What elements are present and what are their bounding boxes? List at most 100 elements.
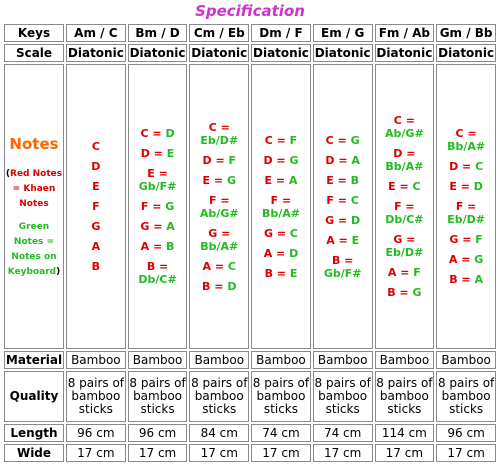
note-line: C = Ab/G# — [376, 114, 434, 140]
khaen-note: A = — [387, 266, 414, 280]
keyboard-note: G — [474, 253, 484, 267]
keyboard-note: A — [474, 273, 483, 287]
quality-cell: 8 pairs of bamboo sticks — [436, 371, 496, 422]
notes-label-cell: Notes (Red Notes = Khaen Notes Green Not… — [4, 64, 64, 349]
khaen-note: F = — [140, 200, 166, 214]
notes-row: Notes (Red Notes = Khaen Notes Green Not… — [4, 64, 496, 349]
note-line: A = B — [129, 240, 187, 253]
note-line: F — [67, 200, 125, 213]
length-cell: 96 cm — [436, 423, 496, 442]
khaen-note: D = — [325, 153, 352, 167]
key-cell: Bm / D — [127, 24, 188, 43]
khaen-note: E = — [202, 173, 227, 187]
quality-cell: 8 pairs of bamboo sticks — [127, 371, 188, 422]
notes-cell: C = Ab/G# D = Bb/A# E = C F = Db/C# G = Eb/D… — [374, 64, 435, 349]
keyboard-note: D — [473, 180, 483, 194]
notes-legend: (Red Notes = Khaen Notes Green Notes = N… — [5, 165, 63, 278]
keyboard-note: Eb/D# — [385, 246, 424, 260]
keyboard-note: D — [165, 127, 175, 141]
quality-cell: 8 pairs of bamboo sticks — [374, 371, 435, 422]
keyboard-note: Ab/G# — [199, 206, 239, 220]
quality-cell: 8 pairs of bamboo sticks — [251, 371, 311, 422]
key-cell: Gm / Bb — [436, 24, 496, 43]
khaen-note: C = — [140, 127, 166, 141]
khaen-note: C = — [455, 127, 477, 141]
keyboard-note: Bb/A# — [447, 140, 486, 154]
khaen-note: A — [91, 240, 101, 254]
khaen-note: G = — [263, 226, 290, 240]
khaen-note: G = — [325, 213, 352, 227]
khaen-note: D = — [393, 147, 416, 161]
note-line: A = G — [437, 253, 495, 266]
khaen-note: A = — [448, 253, 475, 267]
material-cell: Bamboo — [127, 350, 188, 370]
length-cell: 74 cm — [251, 423, 311, 442]
keyboard-note: F — [475, 233, 483, 247]
khaen-note: E = — [449, 180, 474, 194]
khaen-note: F — [92, 200, 100, 214]
quality-cell: 8 pairs of bamboo sticks — [312, 371, 373, 422]
note-line: G = Eb/D# — [376, 233, 434, 259]
khaen-note: B = — [331, 253, 354, 267]
khaen-note: E — [92, 180, 100, 194]
note-line: D = F — [190, 154, 248, 167]
keyboard-note: B — [166, 240, 175, 254]
keyboard-note: G — [350, 133, 360, 147]
length-row: Length 96 cm 96 cm 84 cm 74 cm 74 cm 114… — [4, 423, 496, 442]
scale-cell: Diatonic — [66, 44, 126, 63]
length-cell: 74 cm — [312, 423, 373, 442]
khaen-note: A = — [263, 246, 290, 260]
wide-cell: 17 cm — [66, 443, 126, 462]
length-cell: 114 cm — [374, 423, 435, 442]
note-line: D — [67, 160, 125, 173]
khaen-note: D = — [263, 153, 290, 167]
note-line: C — [67, 140, 125, 153]
note-line: G — [67, 220, 125, 233]
legend-open-paren: ( — [5, 169, 11, 180]
keyboard-note: C — [289, 226, 298, 240]
khaen-note: F = — [270, 193, 292, 207]
keyboard-note: F — [228, 153, 237, 167]
note-line: G = D — [314, 214, 372, 227]
note-line: C = Eb/D# — [190, 121, 248, 147]
wide-cell: 17 cm — [436, 443, 496, 462]
scale-cell: Diatonic — [189, 44, 250, 63]
notes-label: Notes — [9, 135, 59, 154]
keyboard-note: Ab/G# — [385, 127, 424, 141]
khaen-note: B = — [449, 273, 475, 287]
keyboard-note: C — [412, 180, 421, 194]
wide-cell: 17 cm — [251, 443, 311, 462]
note-line: E = G — [190, 174, 248, 187]
khaen-note: D = — [449, 160, 476, 174]
note-line: D = A — [314, 154, 372, 167]
note-line: A = F — [376, 266, 434, 279]
khaen-note: D — [91, 160, 101, 174]
khaen-note: B = — [387, 286, 413, 300]
keyboard-note: C — [227, 259, 236, 273]
khaen-note: B = — [202, 279, 228, 293]
keyboard-note: Bb/A# — [385, 160, 424, 174]
note-line: E — [67, 180, 125, 193]
keyboard-note: Db/C# — [385, 213, 424, 227]
note-line: G = C — [252, 227, 310, 240]
note-line: C = Bb/A# — [437, 127, 495, 153]
note-line: B = D — [190, 280, 248, 293]
keyboard-note: G — [226, 173, 236, 187]
material-cell: Bamboo — [189, 350, 250, 370]
note-line: E = Gb/F# — [129, 167, 187, 193]
note-line: D = E — [129, 147, 187, 160]
material-cell: Bamboo — [251, 350, 311, 370]
note-line: F = Db/C# — [376, 200, 434, 226]
note-line: F = C — [314, 194, 372, 207]
notes-cell: C = D D = E E = Gb/F# F = G G = A A = B B = Db… — [127, 64, 188, 349]
keyboard-note: C — [475, 160, 484, 174]
note-line: A = C — [190, 260, 248, 273]
khaen-note: E = — [388, 180, 413, 194]
note-line: B = A — [437, 273, 495, 286]
khaen-note: F = — [208, 193, 230, 207]
note-line: F = G — [129, 200, 187, 213]
wide-label: Wide — [4, 443, 64, 462]
note-line: E = C — [376, 180, 434, 193]
keyboard-note: A — [288, 173, 298, 187]
